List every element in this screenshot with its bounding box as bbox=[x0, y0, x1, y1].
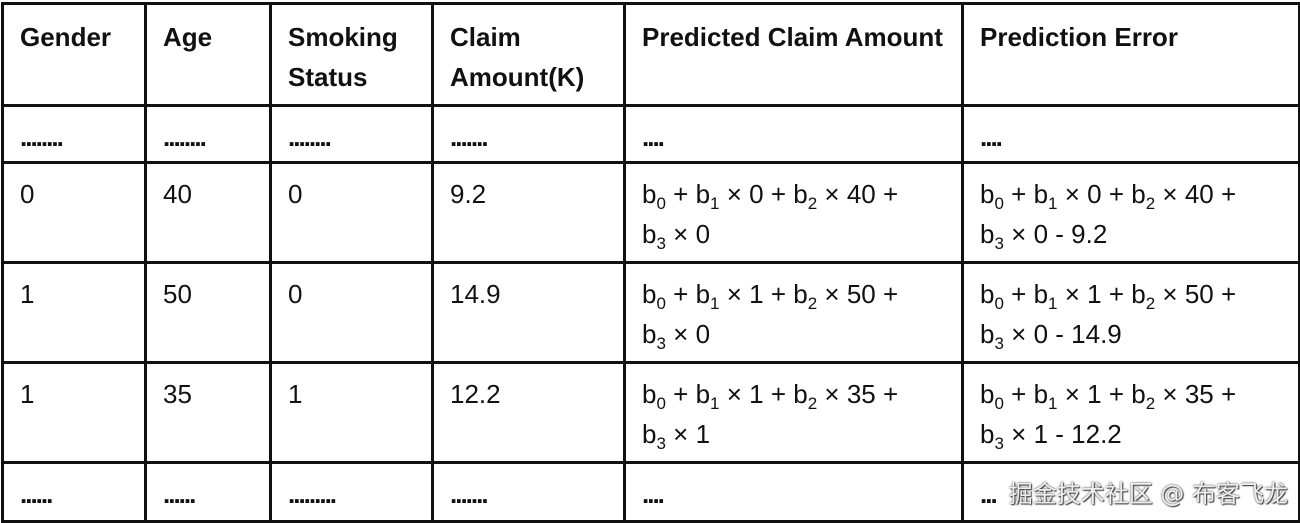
header-age: Age bbox=[144, 2, 272, 107]
prediction-error-formula: b0 + b1 × 1 + b2 × 50 + b3 × 0 - 14.9 bbox=[961, 261, 1300, 364]
age-cell: 40 bbox=[144, 161, 272, 264]
claim-amount-cell: 9.2 bbox=[431, 161, 626, 264]
ellipsis-row: ........ ........ ........ ....... .... … bbox=[1, 104, 1300, 164]
ellipsis-cell: .... bbox=[961, 104, 1300, 164]
ellipsis-cell: ...... bbox=[144, 461, 272, 523]
header-smoking-status: Smoking Status bbox=[269, 2, 434, 107]
claim-amount-cell: 14.9 bbox=[431, 261, 626, 364]
ellipsis-cell: ....... bbox=[431, 461, 626, 523]
ellipsis-cell: ...... bbox=[1, 461, 147, 523]
ellipsis-cell: .... bbox=[623, 461, 964, 523]
gender-cell: 1 bbox=[1, 261, 147, 364]
ellipsis-cell: ........ bbox=[144, 104, 272, 164]
header-prediction-error: Prediction Error bbox=[961, 2, 1300, 107]
watermark: 掘金技术社区 @ 布客飞龙 bbox=[1008, 480, 1288, 508]
header-predicted-claim: Predicted Claim Amount bbox=[623, 2, 964, 107]
ellipsis-cell: ....... bbox=[431, 104, 626, 164]
smoking-status-cell: 0 bbox=[269, 261, 434, 364]
age-cell: 35 bbox=[144, 361, 272, 464]
smoking-status-cell: 1 bbox=[269, 361, 434, 464]
table-row: 0 40 0 9.2 b0 + b1 × 0 + b2 × 40 + b3 × 0 b0 +… bbox=[1, 161, 1300, 264]
prediction-error-formula: b0 + b1 × 0 + b2 × 40 + b3 × 0 - 9.2 bbox=[961, 161, 1300, 264]
header-gender: Gender bbox=[1, 2, 147, 107]
ellipsis-cell: .... bbox=[623, 104, 964, 164]
claim-amount-cell: 12.2 bbox=[431, 361, 626, 464]
ellipsis-cell: ........ bbox=[269, 104, 434, 164]
prediction-error-formula: b0 + b1 × 1 + b2 × 35 + b3 × 1 - 12.2 bbox=[961, 361, 1300, 464]
age-cell: 50 bbox=[144, 261, 272, 364]
table-row: 1 35 1 12.2 b0 + b1 × 1 + b2 × 35 + b3 × 1 b0 … bbox=[1, 361, 1300, 464]
header-claim-amount: Claim Amount(K) bbox=[431, 2, 626, 107]
predicted-claim-formula: b0 + b1 × 1 + b2 × 35 + b3 × 1 bbox=[623, 361, 964, 464]
ellipsis-cell: ........ bbox=[1, 104, 147, 164]
ellipsis-row: ...... ...... ......... ....... .... ... bbox=[1, 461, 1300, 523]
gender-cell: 0 bbox=[1, 161, 147, 264]
gender-cell: 1 bbox=[1, 361, 147, 464]
ellipsis-cell: ......... bbox=[269, 461, 434, 523]
ellipsis-cell: ... bbox=[961, 461, 1300, 523]
smoking-status-cell: 0 bbox=[269, 161, 434, 264]
predicted-claim-formula: b0 + b1 × 0 + b2 × 40 + b3 × 0 bbox=[623, 161, 964, 264]
predicted-claim-formula: b0 + b1 × 1 + b2 × 50 + b3 × 0 bbox=[623, 261, 964, 364]
table-row: 1 50 0 14.9 b0 + b1 × 1 + b2 × 50 + b3 × 0 b0 … bbox=[1, 261, 1300, 364]
header-row: Gender Age Smoking Status Claim Amount(K… bbox=[1, 2, 1300, 107]
